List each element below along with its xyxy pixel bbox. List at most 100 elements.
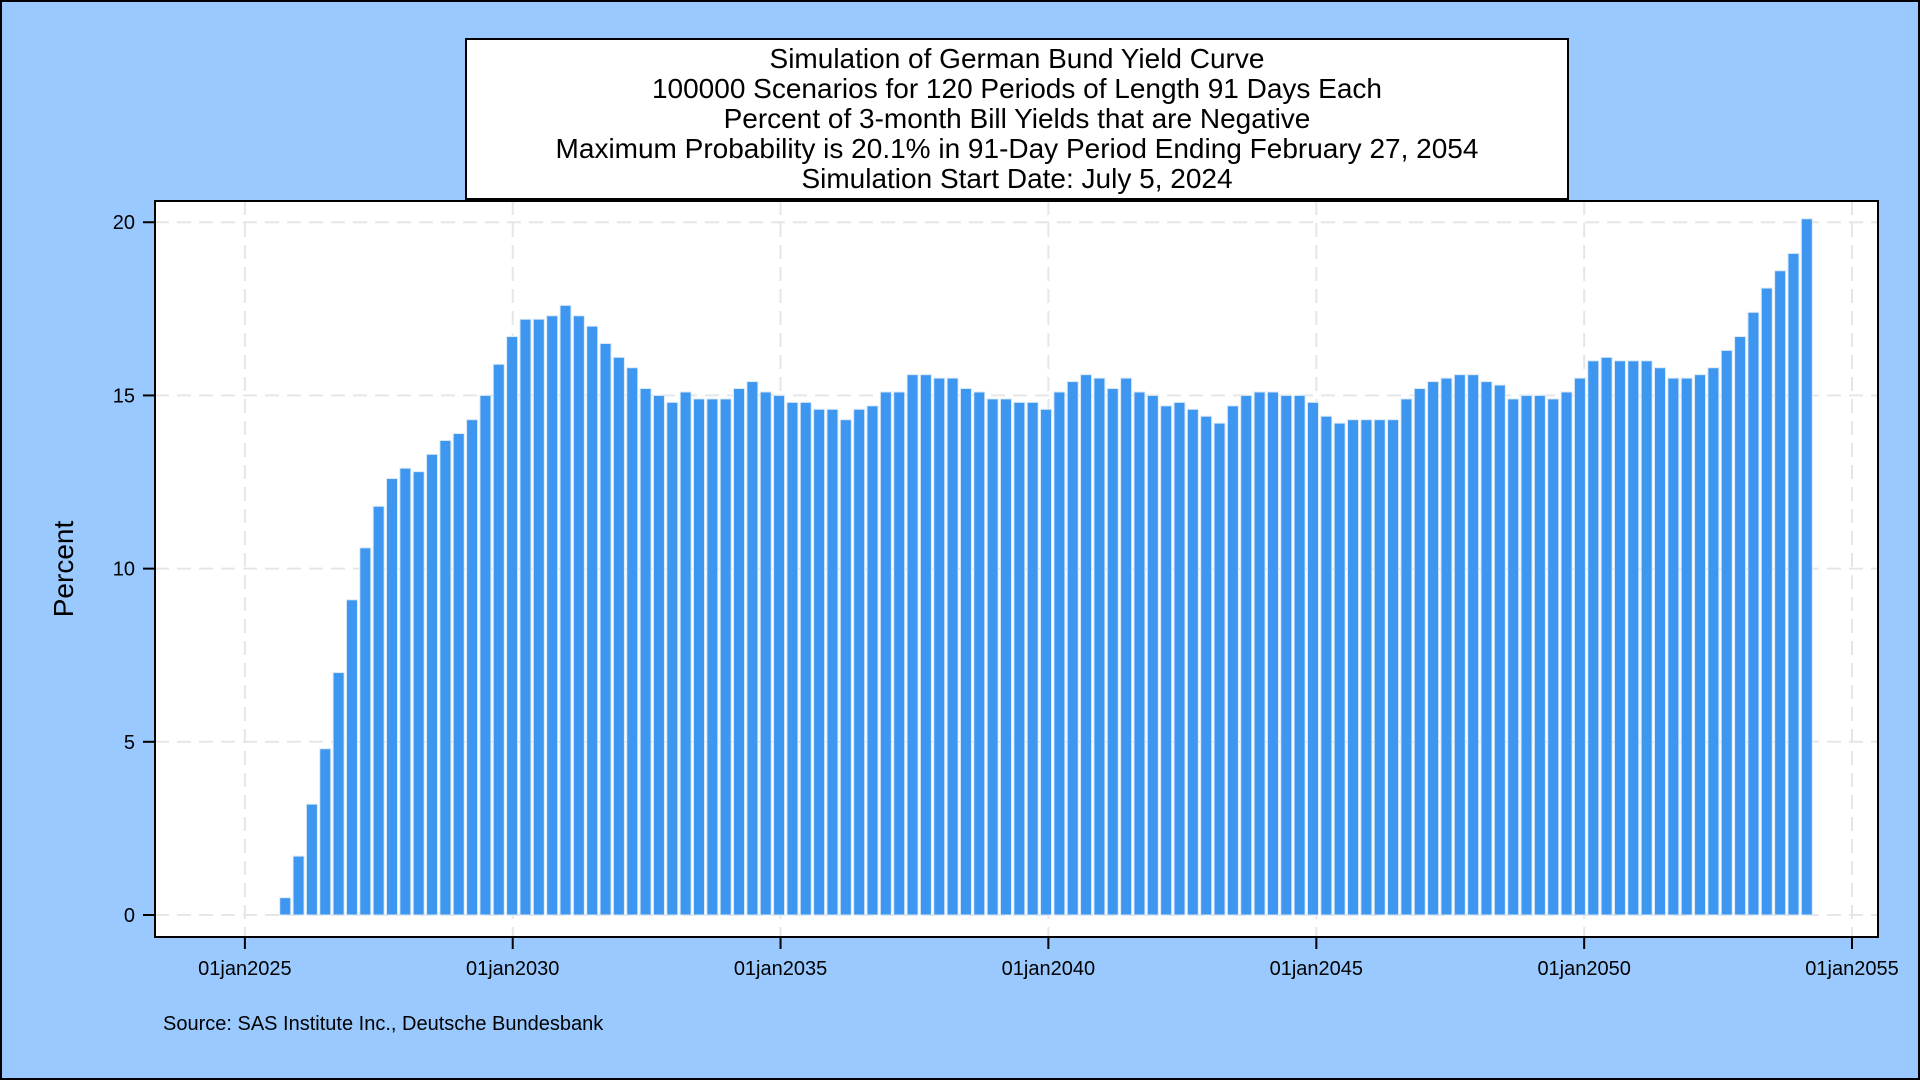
bar	[452, 433, 465, 916]
chart-title-line-5: Simulation Start Date: July 5, 2024	[801, 163, 1232, 194]
bar	[319, 748, 332, 916]
y-tick-label: 20	[113, 212, 135, 234]
bar	[386, 478, 398, 916]
y-tick-label: 0	[124, 905, 135, 927]
bar	[973, 391, 986, 916]
bar	[799, 401, 812, 916]
bar	[933, 377, 946, 916]
y-axis-label: Percent	[48, 521, 79, 618]
bar	[1040, 408, 1053, 916]
bar	[1306, 401, 1319, 916]
bar	[639, 388, 652, 916]
x-tick-label: 01jan2055	[1805, 958, 1898, 980]
bar	[706, 398, 719, 916]
bar	[1066, 381, 1079, 916]
bar	[1613, 360, 1626, 916]
bar	[1373, 419, 1386, 916]
x-tick-label: 01jan2035	[734, 958, 827, 980]
bar	[786, 401, 799, 916]
bar	[1186, 408, 1199, 916]
bar	[1133, 391, 1146, 916]
bar	[466, 419, 479, 916]
bar	[1173, 401, 1186, 916]
bar	[1467, 374, 1480, 916]
bar	[372, 505, 385, 916]
bar	[893, 391, 906, 916]
bar	[1360, 419, 1373, 916]
bar	[1427, 381, 1440, 916]
bar	[692, 398, 705, 916]
bar	[1226, 405, 1239, 916]
bar	[1600, 356, 1613, 916]
bar	[1493, 384, 1506, 916]
chart-title-line-2: 100000 Scenarios for 120 Periods of Leng…	[652, 73, 1382, 104]
bar	[719, 398, 732, 916]
bar	[1400, 398, 1413, 916]
title-box	[465, 38, 1569, 200]
bar	[1640, 360, 1653, 916]
bar	[559, 304, 572, 916]
bar	[853, 408, 866, 916]
bar	[906, 374, 919, 916]
bar	[1507, 398, 1520, 916]
bar	[1146, 394, 1159, 916]
bar	[826, 408, 839, 916]
bar	[1280, 394, 1293, 916]
bar	[839, 419, 852, 916]
bar	[652, 394, 665, 916]
bar	[626, 367, 639, 916]
bar	[279, 897, 292, 916]
bar	[1266, 391, 1279, 916]
x-tick-label: 01jan2050	[1537, 958, 1630, 980]
bar	[599, 342, 612, 916]
bar	[1213, 422, 1226, 916]
bar	[572, 315, 585, 916]
chart-title-line-1: Simulation of German Bund Yield Curve	[770, 43, 1265, 74]
bar	[412, 471, 425, 916]
bar	[1160, 405, 1173, 916]
bar	[866, 405, 879, 916]
bar	[1413, 388, 1426, 916]
bar	[1573, 377, 1586, 916]
bar	[1654, 367, 1666, 916]
bar	[1520, 394, 1533, 916]
source-note: Source: SAS Institute Inc., Deutsche Bun…	[163, 1013, 604, 1035]
bar	[1533, 394, 1546, 916]
bar	[959, 388, 972, 916]
y-tick-label: 15	[113, 385, 135, 407]
bar	[773, 394, 786, 916]
bar	[492, 363, 505, 916]
bar	[1760, 287, 1773, 916]
y-axis: 0 5 10 15 20	[113, 212, 155, 927]
bar	[759, 391, 772, 916]
bar	[813, 408, 826, 916]
bar	[1480, 381, 1493, 916]
bar	[546, 315, 559, 916]
bar	[879, 391, 892, 916]
bar	[345, 599, 358, 916]
bar	[1026, 401, 1039, 916]
bar	[1080, 374, 1093, 916]
bar	[1800, 218, 1813, 916]
bar	[1707, 367, 1720, 916]
bar	[1106, 388, 1119, 916]
bar	[1560, 391, 1573, 916]
y-tick-label: 5	[124, 732, 135, 754]
bar	[519, 318, 532, 916]
x-tick-label: 01jan2030	[466, 958, 559, 980]
bar	[1720, 349, 1733, 916]
bar	[1293, 394, 1306, 916]
bar	[746, 381, 759, 916]
bar	[1587, 360, 1600, 916]
bar	[1333, 422, 1346, 916]
bar	[1547, 398, 1560, 916]
bar	[666, 401, 679, 916]
bar	[1120, 377, 1133, 916]
bar	[1053, 391, 1066, 916]
bar	[1200, 415, 1213, 916]
x-tick-label: 01jan2045	[1270, 958, 1363, 980]
bar	[1694, 374, 1707, 916]
bar	[1627, 360, 1640, 916]
bar	[1320, 415, 1333, 916]
